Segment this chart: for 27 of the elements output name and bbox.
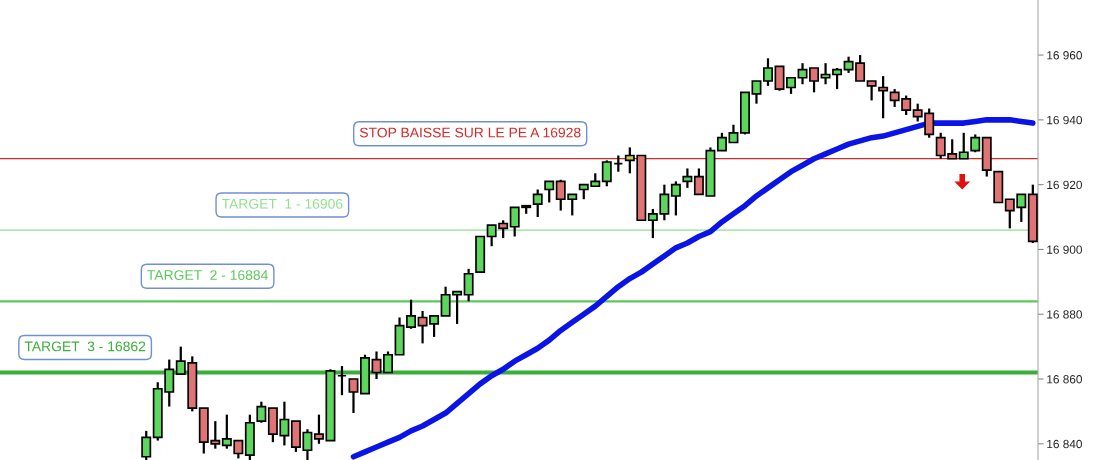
y-tick-label: 16 840 [1047, 439, 1082, 449]
y-tick-label: 16 880 [1047, 310, 1082, 319]
ref-line-label: STOP BAISSE SUR LE PE A 16928 [359, 127, 581, 138]
candlestick [774, 65, 785, 92]
candlestick [256, 400, 267, 424]
candlestick [544, 180, 555, 204]
candlestick [463, 267, 474, 303]
candlestick [763, 57, 773, 87]
candlestick [670, 180, 681, 217]
candlestick [866, 79, 877, 102]
y-tick-label: 16 940 [1047, 115, 1082, 125]
candlestick [141, 429, 152, 460]
y-tick-label: 16 920 [1047, 180, 1082, 190]
candlestick [348, 377, 359, 415]
y-tick-label: 16 900 [1047, 245, 1082, 254]
candlestick [601, 159, 612, 188]
candlestick [682, 167, 693, 189]
candlestick [958, 131, 969, 160]
ref-line-label: TARGET 2 - 16884 [147, 270, 268, 280]
candlestick [751, 79, 762, 105]
candlestick [878, 75, 889, 120]
ref-line-label: TARGET 3 - 16862 [24, 341, 146, 352]
y-tick-label: 16 860 [1047, 375, 1082, 384]
candlestick [383, 350, 394, 374]
ref-line-label: TARGET 1 - 16906 [221, 198, 343, 209]
candlestick [532, 188, 543, 219]
y-tick-label: 16 960 [1047, 51, 1082, 60]
